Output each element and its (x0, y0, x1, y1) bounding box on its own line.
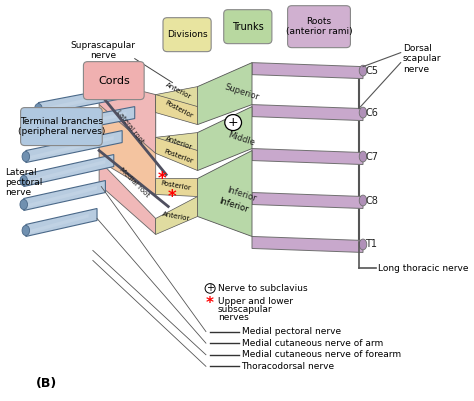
FancyBboxPatch shape (288, 6, 350, 48)
Ellipse shape (359, 151, 367, 162)
Text: Thoracodorsal nerve: Thoracodorsal nerve (242, 362, 335, 371)
Polygon shape (26, 209, 97, 237)
Text: Medial cutaneous nerve of forearm: Medial cutaneous nerve of forearm (242, 350, 401, 359)
Text: Lateral
pectoral
nerve: Lateral pectoral nerve (5, 168, 42, 197)
Text: Middle: Middle (227, 130, 256, 147)
Polygon shape (155, 138, 198, 170)
Text: Superior: Superior (223, 83, 260, 102)
Polygon shape (38, 83, 143, 115)
Polygon shape (28, 160, 105, 184)
Polygon shape (155, 133, 198, 153)
Circle shape (205, 284, 215, 293)
Circle shape (225, 115, 242, 131)
Text: Dorsal
scapular
nerve: Dorsal scapular nerve (403, 44, 441, 73)
Ellipse shape (22, 225, 29, 235)
Ellipse shape (20, 175, 27, 186)
Ellipse shape (359, 65, 367, 76)
FancyBboxPatch shape (83, 62, 144, 99)
Polygon shape (155, 87, 198, 113)
Ellipse shape (20, 199, 27, 210)
Ellipse shape (22, 152, 29, 162)
Text: Medial cutaneous nerve of arm: Medial cutaneous nerve of arm (242, 339, 383, 348)
Text: +: + (206, 284, 214, 294)
Text: Posterior: Posterior (164, 99, 194, 119)
Text: nerves: nerves (218, 313, 248, 322)
FancyBboxPatch shape (224, 10, 272, 44)
Text: *: * (206, 296, 214, 311)
Text: Suprascapular
nerve: Suprascapular nerve (71, 41, 136, 60)
Text: Terminal branches
(peripheral nerves): Terminal branches (peripheral nerves) (18, 117, 105, 136)
Polygon shape (252, 237, 363, 253)
Text: Medial pectoral nerve: Medial pectoral nerve (242, 327, 341, 336)
Ellipse shape (359, 107, 367, 118)
Polygon shape (99, 160, 155, 235)
Ellipse shape (359, 195, 367, 206)
Text: Inferior: Inferior (226, 186, 257, 204)
Polygon shape (252, 63, 363, 79)
Text: Cords: Cords (98, 76, 130, 86)
Text: C7: C7 (365, 152, 378, 162)
Polygon shape (26, 131, 122, 162)
Ellipse shape (35, 103, 42, 114)
Polygon shape (43, 88, 135, 111)
Text: C8: C8 (365, 196, 378, 205)
Polygon shape (198, 107, 252, 170)
Text: Posterior: Posterior (163, 148, 194, 165)
Polygon shape (155, 196, 198, 235)
Polygon shape (99, 95, 155, 194)
Text: C5: C5 (365, 66, 378, 76)
Text: Posterior: Posterior (160, 180, 191, 191)
Text: subscapular: subscapular (218, 305, 272, 314)
Text: Nerve to subclavius: Nerve to subclavius (218, 284, 307, 293)
Text: +: + (228, 116, 238, 129)
Text: *: * (168, 188, 177, 205)
Polygon shape (30, 214, 89, 233)
Text: Roots
(anterior rami): Roots (anterior rami) (286, 17, 352, 36)
Text: Anterior: Anterior (165, 81, 192, 100)
Polygon shape (155, 95, 198, 125)
Polygon shape (198, 150, 252, 237)
Polygon shape (252, 148, 363, 164)
Text: Divisions: Divisions (167, 30, 208, 39)
Polygon shape (24, 154, 114, 186)
Polygon shape (30, 136, 114, 160)
Text: Upper and lower: Upper and lower (218, 297, 292, 306)
Text: Anterior: Anterior (161, 211, 190, 222)
Text: Lateral root: Lateral root (116, 109, 146, 144)
Ellipse shape (359, 239, 367, 250)
Polygon shape (252, 192, 363, 209)
Text: Anterior: Anterior (164, 135, 193, 150)
Text: Trunks: Trunks (232, 22, 264, 32)
Text: Inferior: Inferior (217, 196, 249, 214)
FancyBboxPatch shape (20, 107, 102, 146)
Text: *: * (158, 170, 166, 188)
FancyBboxPatch shape (163, 18, 211, 52)
Ellipse shape (26, 128, 34, 138)
Polygon shape (24, 180, 105, 211)
Polygon shape (99, 81, 155, 153)
Polygon shape (155, 178, 198, 196)
Polygon shape (30, 107, 135, 139)
Polygon shape (252, 105, 363, 121)
Text: T1: T1 (365, 239, 377, 249)
Text: Medial root: Medial root (119, 166, 151, 198)
Polygon shape (28, 186, 97, 207)
Text: C6: C6 (365, 107, 378, 117)
Polygon shape (198, 63, 252, 125)
Text: (B): (B) (36, 377, 57, 390)
Polygon shape (34, 112, 127, 136)
Text: Long thoracic nerve: Long thoracic nerve (378, 264, 468, 273)
